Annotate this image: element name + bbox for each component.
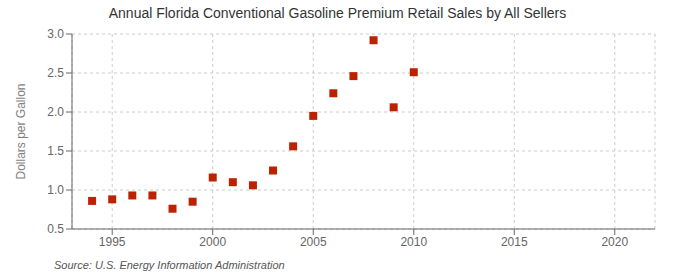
html-text:Annual Florida Conventional Ga: Annual Florida Conventional Gasoline Pre…	[108, 5, 567, 21]
svg-text:1.5: 1.5	[47, 144, 64, 158]
svg-text:0.5: 0.5	[47, 222, 64, 236]
svg-text:2.0: 2.0	[47, 105, 64, 119]
svg-text:1995: 1995	[99, 235, 126, 249]
svg-text:2.5: 2.5	[47, 66, 64, 80]
svg-text:1.0: 1.0	[47, 183, 64, 197]
svg-text:2000: 2000	[199, 235, 226, 249]
svg-text:2005: 2005	[300, 235, 327, 249]
svg-text:3.0: 3.0	[47, 27, 64, 41]
svg-text:2020: 2020	[601, 235, 628, 249]
svg-text:2015: 2015	[501, 235, 528, 249]
svg-text:Dollars per Gallon: Dollars per Gallon	[14, 83, 28, 179]
svg-text:2010: 2010	[400, 235, 427, 249]
html-text:Source: U.S. Energy Informatio: Source: U.S. Energy Information Administ…	[54, 259, 285, 271]
